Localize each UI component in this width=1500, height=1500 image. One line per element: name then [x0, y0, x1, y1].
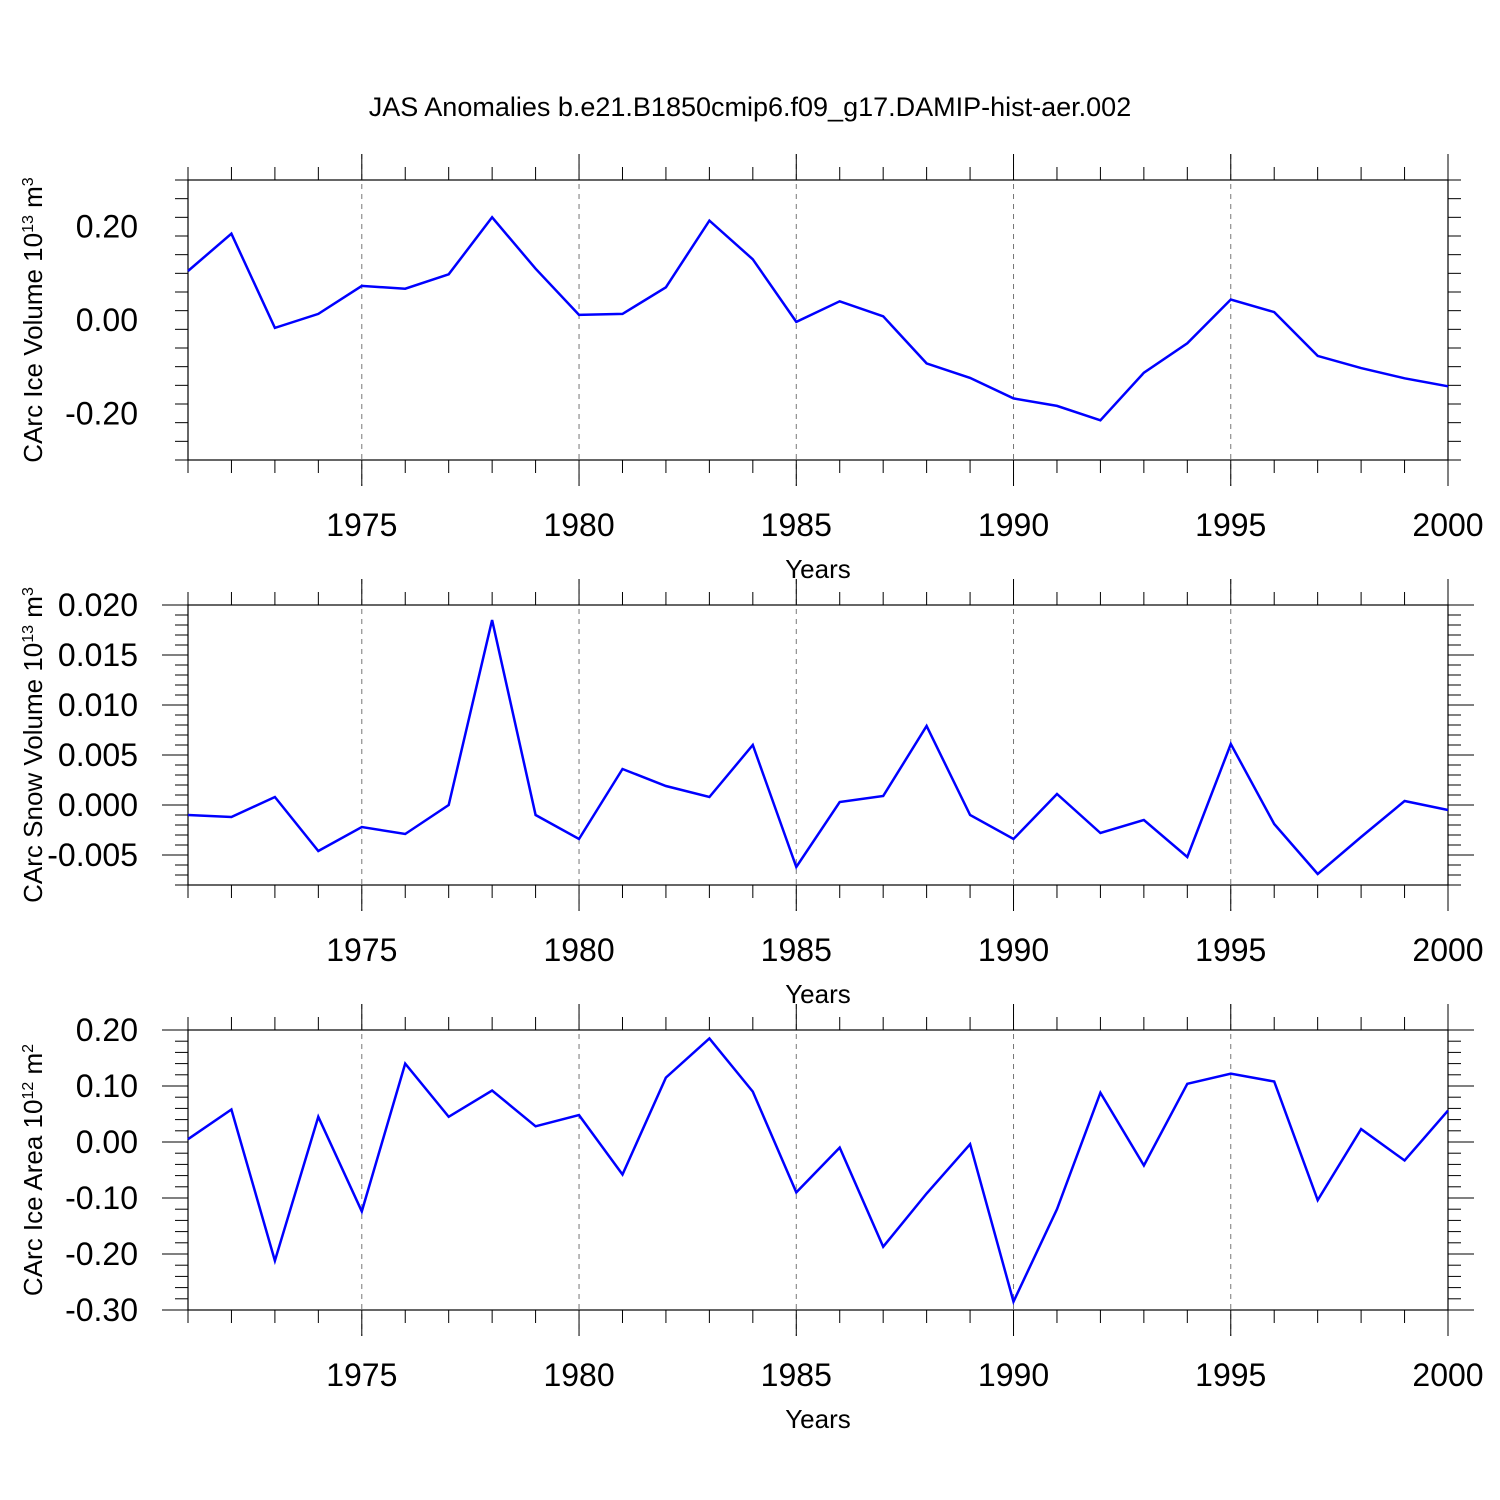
- y-tick-label: -0.005: [47, 837, 138, 873]
- y-tick-label: -0.30: [65, 1292, 138, 1328]
- y-axis-label-text: CArc Ice Volume 10: [18, 233, 48, 463]
- panels: -0.20 0.00 0.20 1975 1980 1985 1990 1995 2000 Yea…: [18, 154, 1484, 1434]
- y-axis-label-text: m: [18, 596, 48, 625]
- x-tick-label: 1985: [761, 507, 832, 543]
- y-tick-label: -0.20: [65, 395, 138, 431]
- y-tick-label: -0.20: [65, 1236, 138, 1272]
- x-tick-label: 2000: [1412, 507, 1483, 543]
- x-tick-label: 1985: [761, 932, 832, 968]
- x-tick-label: 1980: [543, 507, 614, 543]
- y-axis-label: CArc Ice Area 1012 m2: [18, 1044, 48, 1296]
- chart-panel-1: -0.20 0.00 0.20 1975 1980 1985 1990 1995 2000 Yea…: [18, 154, 1484, 584]
- y-axis-label-text: CArc Ice Area 10: [18, 1100, 48, 1297]
- chart-panel-3: -0.30 -0.20 -0.10 0.00 0.10 0.20 1975 1980 1985 1…: [18, 1004, 1484, 1434]
- y-tick-label: 0.10: [76, 1068, 138, 1104]
- x-tick-label: 1990: [978, 932, 1049, 968]
- y-axis-label-superscript: 13: [20, 625, 37, 643]
- plot-frame: [187, 179, 1449, 461]
- x-tick-label: 1995: [1195, 1357, 1266, 1393]
- series-line-1: [187, 619, 1449, 876]
- y-tick-label: 0.00: [76, 302, 138, 338]
- x-tick-label: 1975: [326, 507, 397, 543]
- x-tick-label: 1995: [1195, 932, 1266, 968]
- x-tick-label: 1980: [543, 1357, 614, 1393]
- x-tick-label: 1980: [543, 932, 614, 968]
- series-line-1: [187, 215, 1449, 422]
- plot-frame: [187, 604, 1449, 886]
- x-axis-label: Years: [785, 1404, 851, 1434]
- y-axis-label-superscript: 2: [20, 1044, 37, 1053]
- x-axis-label: Years: [785, 979, 851, 1009]
- y-axis-label-superscript: 12: [20, 1082, 37, 1100]
- y-axis-label: CArc Snow Volume 1013 m3: [18, 587, 48, 903]
- y-axis-label-superscript: 3: [20, 587, 37, 596]
- x-axis-label: Years: [785, 554, 851, 584]
- y-axis-label-superscript: 3: [20, 177, 37, 186]
- x-tick-label: 2000: [1412, 932, 1483, 968]
- x-tick-label: 1995: [1195, 507, 1266, 543]
- plot-frame: [187, 1029, 1449, 1311]
- x-tick-label: 2000: [1412, 1357, 1483, 1393]
- y-tick-label: 0.010: [58, 687, 138, 723]
- x-tick-label: 1990: [978, 507, 1049, 543]
- figure-title: JAS Anomalies b.e21.B1850cmip6.f09_g17.D…: [369, 92, 1131, 122]
- series-line-1: [187, 1036, 1449, 1306]
- y-axis-label-text: CArc Snow Volume 10: [18, 643, 48, 903]
- x-tick-label: 1975: [326, 1357, 397, 1393]
- y-tick-label: 0.020: [58, 587, 138, 623]
- y-tick-label: 0.005: [58, 737, 138, 773]
- y-tick-label: 0.00: [76, 1124, 138, 1160]
- x-tick-label: 1985: [761, 1357, 832, 1393]
- y-axis-label-text: m: [18, 1053, 48, 1082]
- y-axis-label: CArc Ice Volume 1013 m3: [18, 177, 48, 462]
- chart-panel-2: -0.005 0.000 0.005 0.010 0.015 0.020 1975 1980 1…: [18, 579, 1484, 1009]
- y-tick-label: 0.20: [76, 1012, 138, 1048]
- y-axis-label-superscript: 13: [20, 215, 37, 233]
- x-tick-label: 1990: [978, 1357, 1049, 1393]
- y-tick-label: 0.20: [76, 209, 138, 245]
- y-tick-label: -0.10: [65, 1180, 138, 1216]
- y-tick-label: 0.015: [58, 637, 138, 673]
- x-tick-label: 1975: [326, 932, 397, 968]
- y-axis-label-text: m: [18, 186, 48, 215]
- y-tick-label: 0.000: [58, 787, 138, 823]
